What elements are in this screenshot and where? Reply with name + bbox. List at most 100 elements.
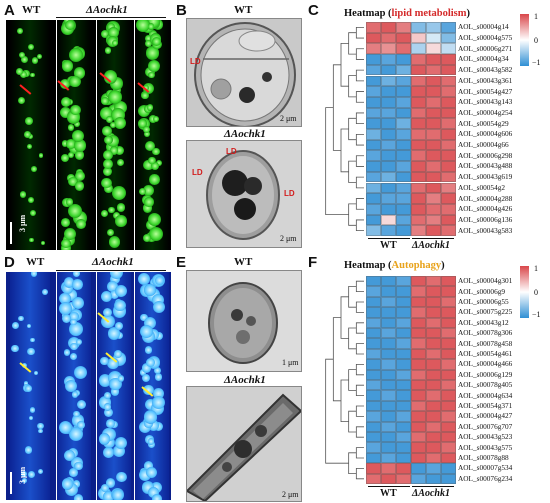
heatmap-f-cell	[411, 338, 426, 349]
lipid-droplet-dot	[67, 151, 74, 158]
panel-f-gene-label: AOL_s00078g458	[458, 338, 513, 348]
lipid-droplet-dot	[24, 131, 31, 138]
panel-f-col-mutant: ΔAochk1	[412, 488, 450, 499]
panel-c-legend-max: 1	[534, 12, 538, 21]
heatmap-c-cell	[411, 32, 426, 44]
panel-e-wt-tem-image	[186, 270, 302, 372]
heatmap-f-cell	[381, 380, 396, 391]
heatmap-c-cell	[411, 203, 426, 215]
panel-c-tree-branch	[348, 75, 357, 98]
lipid-droplet-dot	[15, 68, 23, 75]
heatmap-c-cell	[396, 86, 411, 97]
heatmap-f-cell	[366, 359, 381, 370]
panel-c-gene-label: AOL_s00043g488	[458, 161, 513, 171]
heatmap-f-cell	[366, 296, 381, 308]
lipid-droplet-dot	[104, 135, 113, 145]
heatmap-f-cell	[366, 463, 381, 474]
lipid-droplet-dot	[23, 381, 29, 386]
heatmap-c-cell	[441, 139, 456, 151]
panel-c-gene-label: AOL_s00004g575	[458, 33, 513, 43]
lipid-droplet-dot	[11, 344, 19, 353]
heatmap-c-cell	[366, 139, 381, 151]
panel-c-tree-branch	[355, 112, 364, 125]
heatmap-c-cell	[411, 225, 426, 236]
panel-f-gene-label: AOL_s00078g306	[458, 328, 513, 338]
lipid-droplet-dot	[100, 209, 109, 218]
panel-f-tree-branch	[355, 384, 364, 396]
heatmap-f-cell	[396, 463, 411, 474]
heatmap-f-cell	[381, 411, 396, 422]
panel-f-gene-label: AOL_s00075g225	[458, 307, 513, 317]
panel-f-gene-label: AOL_s00004g634	[458, 390, 513, 400]
heatmap-c-cell	[426, 32, 441, 44]
heatmap-c-cell	[396, 22, 411, 33]
panel-c-col-wt: WT	[380, 240, 397, 251]
heatmap-c-cell	[411, 54, 426, 65]
heatmap-f-cell	[381, 317, 396, 328]
lipid-droplet-dot	[98, 432, 111, 445]
heatmap-f-cell	[396, 348, 411, 360]
heatmap-f-cell	[426, 359, 441, 370]
lipid-droplet-dot	[61, 238, 71, 249]
heatmap-f-cell	[366, 452, 381, 464]
heatmap-c-cell	[441, 129, 456, 140]
lipid-droplet-dot	[106, 116, 114, 123]
lipid-droplet-dot	[107, 357, 119, 369]
lipid-droplet-dot	[107, 228, 115, 236]
heatmap-c-cell	[396, 214, 411, 226]
lipid-droplet-dot	[106, 418, 115, 428]
lipid-droplet-dot	[141, 363, 152, 373]
heatmap-c-cell	[426, 171, 441, 183]
lipid-droplet-dot	[76, 399, 86, 409]
heatmap-c-cell	[426, 139, 441, 151]
panel-c-gene-label: AOL_s00004g14	[458, 22, 509, 32]
panel-b-mutant-label: ΔAochk1	[224, 128, 266, 140]
heatmap-f-cell	[426, 348, 441, 360]
lipid-droplet-dot	[139, 188, 147, 196]
heatmap-f-cell	[396, 411, 411, 422]
heatmap-c-cell	[381, 129, 396, 140]
panel-f-tree-branch	[355, 322, 364, 334]
panel-c-title-prefix: Heatmap (	[344, 8, 392, 19]
heatmap-c-cell	[366, 171, 381, 183]
heatmap-c-cell	[366, 193, 381, 204]
panel-c-gene-label: AOL_s00004g606	[458, 129, 513, 139]
lipid-droplet-dot	[73, 139, 87, 152]
lipid-droplet-dot	[68, 203, 83, 218]
lipid-droplet-dot	[73, 272, 81, 277]
heatmap-f-cell	[366, 348, 381, 360]
panel-c-gene-label: AOL_s00004g34	[458, 54, 509, 64]
heatmap-f-cell	[366, 442, 381, 453]
lipid-droplet-dot	[152, 395, 166, 410]
lipid-droplet-dot	[61, 140, 69, 147]
panel-c-tree-branch	[355, 155, 364, 167]
heatmap-c-cell	[426, 129, 441, 140]
heatmap-f-cell	[441, 411, 456, 422]
heatmap-c-cell	[441, 182, 456, 194]
heatmap-c-cell	[396, 182, 411, 194]
panel-f-mutant-underline	[412, 486, 454, 487]
heatmap-c-cell	[366, 129, 381, 140]
heatmap-c-cell	[441, 86, 456, 97]
panel-f-legend-min: −1	[532, 310, 541, 319]
heatmap-c-cell	[366, 22, 381, 33]
lipid-droplet-dot	[24, 116, 33, 125]
lipid-droplet-dot	[154, 275, 165, 286]
lipid-droplet-dot	[143, 159, 154, 171]
heatmap-f-cell	[396, 473, 411, 484]
heatmap-c-cell	[441, 225, 456, 236]
heatmap-f-cell	[396, 338, 411, 349]
lipid-droplet-dot	[141, 92, 149, 100]
panel-c-tree-branch	[355, 69, 364, 82]
panel-d-wt-label: WT	[26, 256, 45, 268]
heatmap-c-cell	[381, 118, 396, 129]
lipid-droplet-dot	[62, 283, 73, 294]
panel-label-e: E	[176, 254, 187, 271]
panel-c-gene-label: AOL_s00054g427	[458, 86, 513, 96]
lipid-droplet-dot	[139, 369, 147, 376]
heatmap-c-cell	[396, 32, 411, 44]
panel-f-tree-branch	[348, 286, 357, 308]
lipid-droplet-dot	[144, 398, 156, 410]
heatmap-f-cell	[441, 390, 456, 401]
lipid-droplet-dot	[145, 35, 152, 43]
